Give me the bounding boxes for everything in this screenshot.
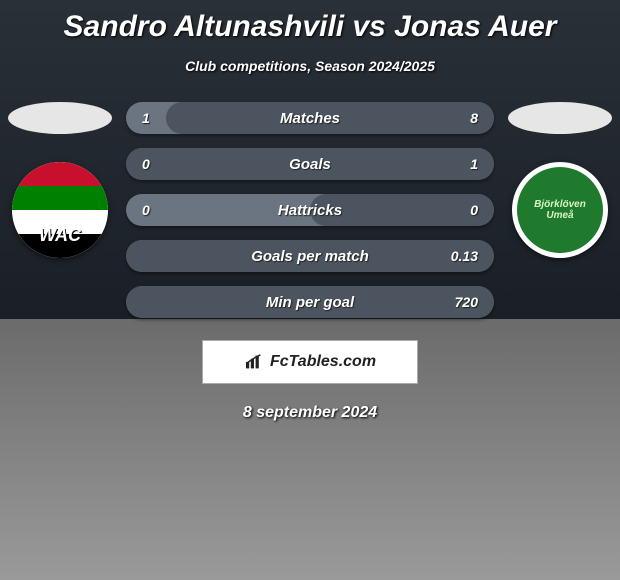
page-title: Sandro Altunashvili vs Jonas Auer — [0, 0, 620, 44]
stat-row: 0Hattricks0 — [126, 194, 494, 226]
footer-date: 8 september 2024 — [0, 404, 620, 422]
left-club-badge — [12, 162, 108, 258]
branding-box[interactable]: FcTables.com — [202, 340, 418, 384]
stat-label: Goals — [182, 156, 438, 173]
bjorkloven-logo: Björklöven Umeå — [517, 167, 603, 253]
stat-row: 0Goals1 — [126, 148, 494, 180]
stat-value-right: 0 — [438, 202, 478, 218]
stat-value-right: 0.13 — [438, 248, 478, 264]
stat-label: Matches — [182, 110, 438, 127]
stat-value-right: 720 — [438, 294, 478, 310]
subtitle: Club competitions, Season 2024/2025 — [0, 58, 620, 74]
stat-row: 1Matches8 — [126, 102, 494, 134]
stat-value-right: 8 — [438, 110, 478, 126]
stat-label: Min per goal — [182, 294, 438, 311]
stat-value-right: 1 — [438, 156, 478, 172]
comparison-body: 1Matches80Goals10Hattricks0Goals per mat… — [0, 102, 620, 318]
stats-column: 1Matches80Goals10Hattricks0Goals per mat… — [112, 102, 508, 318]
stat-label: Goals per match — [182, 248, 438, 265]
stat-value-left: 0 — [142, 202, 182, 218]
right-player-photo — [508, 102, 612, 134]
stat-row: Goals per match0.13 — [126, 240, 494, 272]
left-side — [8, 102, 112, 258]
right-side: Björklöven Umeå — [508, 102, 612, 258]
stat-value-left: 1 — [142, 110, 182, 126]
stat-label: Hattricks — [182, 202, 438, 219]
wac-logo — [12, 162, 108, 258]
left-player-photo — [8, 102, 112, 134]
stat-value-left: 0 — [142, 156, 182, 172]
chart-icon — [244, 354, 264, 370]
stat-row: Min per goal720 — [126, 286, 494, 318]
branding-text: FcTables.com — [270, 353, 376, 371]
right-club-badge: Björklöven Umeå — [512, 162, 608, 258]
